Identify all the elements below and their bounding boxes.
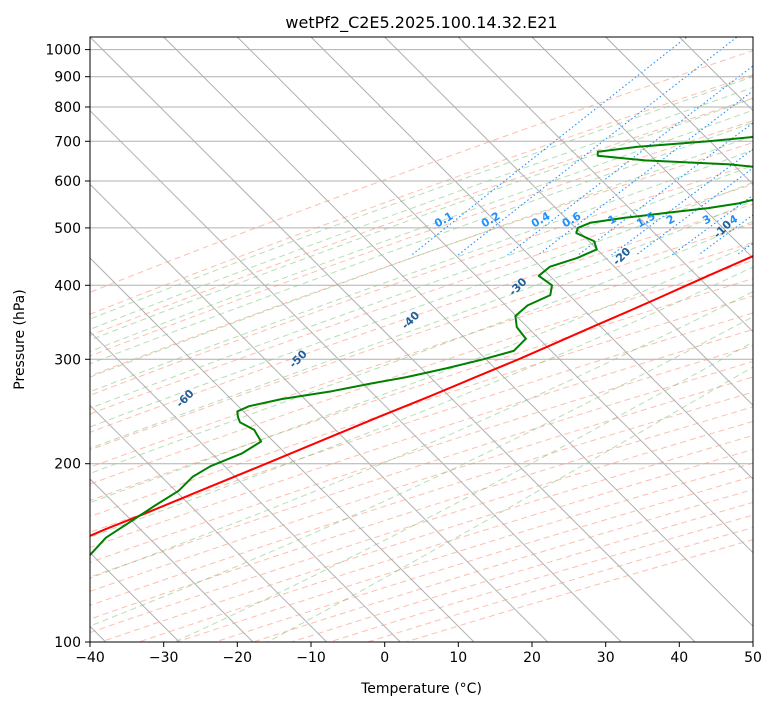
- moist-adiabat-line: [90, 290, 753, 579]
- mixing-ratio-line: [577, 122, 753, 256]
- y-tick-label: 600: [54, 174, 81, 190]
- chart-title: wetPf2_C2E5.2025.100.14.32.E21: [285, 13, 557, 33]
- dry-adiabat-line: [90, 391, 753, 606]
- dry-adiabat-line: [289, 501, 753, 642]
- y-tick-label: 700: [54, 134, 81, 150]
- moist-adiabat-line: [90, 200, 753, 449]
- y-axis-title: Pressure (hPa): [12, 289, 28, 389]
- moist-adiabat-line: [90, 164, 753, 409]
- dry-adiabat-line: [90, 50, 753, 293]
- dry-adiabat-line: [90, 260, 753, 485]
- y-tick-label: 400: [54, 278, 81, 294]
- x-axis-title: Temperature (°C): [360, 681, 482, 697]
- dry-adiabat-line: [90, 203, 753, 433]
- x-tick-label: 40: [670, 650, 688, 666]
- dry-adiabat-line: [365, 527, 753, 642]
- mixing-ratio-line: [635, 167, 753, 256]
- moist-adiabats: [90, 76, 753, 642]
- isotherm-grid: [90, 37, 753, 642]
- y-tick-label: 900: [54, 70, 81, 86]
- y-tick-label: 500: [54, 221, 81, 237]
- x-tick-label: 50: [744, 650, 762, 666]
- isotherm-gridline: [531, 37, 753, 259]
- dewpoint-trace: [90, 135, 753, 558]
- isotherm-gridline: [90, 478, 254, 642]
- y-axis: 1000 900 800 700 600 500 400 300 200 100: [45, 43, 90, 651]
- dry-adiabat-line: [90, 406, 753, 620]
- dry-adiabat-line: [90, 312, 753, 533]
- plot-area: 0.10.20.40.611.52346810131620253036-100-…: [90, 37, 753, 642]
- dry-adiabats: [90, 50, 753, 642]
- moist-adiabat-line: [90, 220, 753, 474]
- x-tick-label: 10: [449, 650, 467, 666]
- y-tick-label: 1000: [45, 43, 81, 59]
- x-tick-label: 30: [597, 650, 615, 666]
- isotherm-gridline: [605, 37, 753, 186]
- y-tick-label: 300: [54, 352, 81, 368]
- x-axis: −40 −30 −20 −10 0 10 20 30 40 50: [75, 642, 762, 666]
- dry-adiabat-line: [90, 223, 753, 451]
- x-tick-label: −20: [223, 650, 253, 666]
- isotherm-gridline: [90, 257, 475, 642]
- mixing-ratio-line: [507, 65, 753, 256]
- mixing-ratio-line: [457, 37, 738, 256]
- isotherm-gridline: [163, 37, 753, 628]
- dry-adiabat-line: [90, 142, 753, 377]
- x-tick-label: −40: [75, 650, 105, 666]
- moist-adiabat-line: [90, 135, 753, 378]
- moist-adiabat-line: [90, 109, 753, 353]
- plot-frame: [89, 36, 754, 643]
- dry-adiabat-line: [90, 328, 753, 549]
- dry-adiabat-line: [404, 539, 753, 642]
- y-tick-label: 200: [54, 457, 81, 473]
- isotherm-gridline: [310, 37, 753, 480]
- dry-adiabat-line: [99, 434, 753, 642]
- mixing-ratio-line: [411, 37, 688, 256]
- moist-adiabat-line: [90, 76, 753, 320]
- x-tick-label: 0: [380, 650, 389, 666]
- x-tick-label: −10: [296, 650, 326, 666]
- y-tick-label: 800: [54, 100, 81, 116]
- dry-adiabat-line: [90, 120, 753, 357]
- mixing-ratio-lines: [411, 37, 753, 256]
- isobar-grid: [90, 49, 753, 642]
- x-tick-label: 20: [523, 650, 541, 666]
- y-tick-label: 100: [54, 635, 81, 651]
- sounding-traces: [90, 135, 753, 558]
- moist-adiabat-line: [90, 86, 753, 330]
- mixing-ratio-line: [697, 214, 753, 256]
- isotherm-gridline: [384, 37, 753, 407]
- dry-adiabat-line: [137, 448, 753, 642]
- isotherm-gridline: [90, 404, 328, 642]
- dry-adiabat-line: [90, 241, 753, 468]
- x-tick-label: −30: [149, 650, 179, 666]
- temperature-trace: [90, 255, 753, 537]
- isotherm-gridline: [90, 330, 401, 642]
- isotherm-gridline: [90, 183, 549, 642]
- moist-adiabat-line: [90, 316, 753, 627]
- isotherm-gridline: [457, 37, 753, 333]
- isotherm-gridline: [90, 109, 622, 642]
- isotherm-gridline: [90, 37, 696, 642]
- moist-adiabat-line: [267, 366, 753, 642]
- dry-adiabat-line: [251, 489, 753, 642]
- mixing-ratio-line: [537, 90, 753, 256]
- isotherm-gridline: [236, 37, 753, 554]
